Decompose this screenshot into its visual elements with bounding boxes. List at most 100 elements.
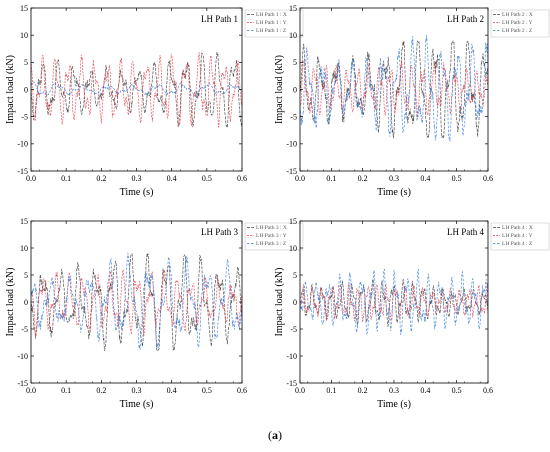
series-group: [31, 52, 242, 129]
plot-frame: [299, 7, 489, 172]
y-tick-label: 10: [289, 31, 297, 40]
x-tick-label: 0.3: [389, 386, 399, 395]
series-line-y: [300, 60, 488, 120]
y-tick-label: 5: [24, 58, 28, 67]
x-tick-label: 0.6: [483, 174, 493, 183]
legend-entry: LH Path 2 : Y: [502, 20, 533, 26]
legend-entry: LH Path 4 : X: [502, 225, 533, 231]
series-line-x: [31, 52, 242, 128]
figure-caption: (a): [268, 428, 282, 442]
x-tick-label: 0.2: [358, 174, 368, 183]
y-tick-label: 15: [289, 217, 297, 226]
legend-entry: LH Path 1 : Z: [256, 28, 287, 34]
legend-box: [244, 222, 304, 251]
y-axis-label: Impact load (kN): [274, 55, 285, 124]
x-tick-label: 0.1: [326, 386, 336, 395]
series-line-x: [300, 278, 488, 327]
y-axis-label: Impact load (kN): [5, 268, 16, 337]
series-group: [31, 252, 242, 352]
x-tick-label: 0.1: [61, 386, 71, 395]
x-axis-label: Time (s): [120, 399, 154, 410]
chart-panel-1: -15 -10 -5 0 5 10 15 0.0 0.1 0.2 0.3 0.4 0.5 0.6 Time …: [5, 4, 304, 198]
x-tick-label: 0.3: [132, 174, 142, 183]
legend-box: [244, 9, 304, 38]
y-tick-label: -5: [21, 325, 28, 334]
x-tick-label: 0.5: [202, 174, 212, 183]
y-tick-label: -15: [286, 167, 297, 176]
series-line-z: [300, 35, 488, 142]
x-tick-label: 0.2: [96, 386, 106, 395]
x-tick-label: 0.4: [167, 386, 177, 395]
y-tick-label: -15: [17, 379, 28, 388]
series-group: [300, 35, 488, 142]
y-axis-label: Impact load (kN): [5, 55, 16, 124]
y-tick-label: -10: [17, 140, 28, 149]
legend-entry: LH Path 2 : X: [502, 12, 533, 18]
y-tick-label: 10: [20, 244, 28, 253]
y-tick-label: -15: [17, 167, 28, 176]
plot-frame: [30, 220, 243, 384]
y-tick-label: 0: [293, 298, 297, 307]
legend-entry: LH Path 1 : Y: [256, 20, 287, 26]
x-tick-label: 0.5: [452, 174, 462, 183]
chart-title: LH Path 2: [447, 14, 484, 24]
x-tick-label: 0.5: [452, 386, 462, 395]
legend-box: [490, 9, 550, 38]
y-tick-label: 5: [24, 271, 28, 280]
y-tick-label: -10: [286, 140, 297, 149]
legend-entry: LH Path 3 : X: [256, 225, 287, 231]
y-tick-label: 0: [24, 85, 28, 94]
legend-entry: LH Path 3 : Z: [256, 241, 287, 247]
legend-box: [490, 222, 550, 251]
x-tick-label: 0.0: [26, 386, 36, 395]
x-tick-label: 0.6: [237, 386, 247, 395]
series-line-x: [31, 253, 242, 352]
series-line-z: [31, 252, 242, 350]
x-axis-label: Time (s): [377, 399, 411, 410]
series-line-z: [300, 268, 488, 336]
plot-frame: [30, 7, 243, 172]
chart-panel-2: -15 -10 -5 0 5 10 15 0.0 0.1 0.2 0.3 0.4 0.5 0.6 Time …: [274, 4, 550, 198]
chart-title: LH Path 4: [447, 227, 484, 237]
series-line-y: [300, 282, 488, 323]
x-tick-label: 0.1: [61, 174, 71, 183]
x-tick-label: 0.3: [389, 174, 399, 183]
y-tick-label: 0: [24, 298, 28, 307]
x-axis-label: Time (s): [120, 187, 154, 198]
series-line-y: [31, 269, 242, 338]
chart-panel-4: -15 -10 -5 0 5 10 15 0.0 0.1 0.2 0.3 0.4 0.5 0.6 Time …: [274, 217, 550, 410]
y-tick-label: -5: [290, 112, 297, 121]
x-tick-label: 0.5: [202, 386, 212, 395]
x-tick-label: 0.2: [358, 386, 368, 395]
y-tick-label: -10: [286, 352, 297, 361]
legend-entry: LH Path 3 : Y: [256, 233, 287, 239]
x-tick-label: 0.2: [96, 174, 106, 183]
y-tick-label: -5: [290, 325, 297, 334]
x-tick-label: 0.0: [295, 386, 305, 395]
y-tick-label: 5: [293, 271, 297, 280]
chart-title: LH Path 3: [201, 227, 238, 237]
legend-entry: LH Path 1 : X: [256, 12, 287, 18]
x-tick-label: 0.0: [295, 174, 305, 183]
x-tick-label: 0.4: [167, 174, 177, 183]
series-line-y: [31, 52, 242, 129]
chart-panel-3: -15 -10 -5 0 5 10 15 0.0 0.1 0.2 0.3 0.4 0.5 0.6 Time …: [5, 217, 304, 410]
y-tick-label: 15: [20, 217, 28, 226]
y-tick-label: -5: [21, 112, 28, 121]
y-tick-label: 0: [293, 85, 297, 94]
series-line-z: [31, 81, 242, 97]
x-tick-label: 0.4: [420, 386, 430, 395]
x-tick-label: 0.3: [132, 386, 142, 395]
plot-frame: [299, 220, 489, 384]
chart-title: LH Path 1: [201, 14, 238, 24]
legend-entry: LH Path 4 : Y: [502, 233, 533, 239]
y-tick-label: 15: [289, 4, 297, 13]
caption-label: a: [272, 428, 278, 442]
x-tick-label: 0.4: [420, 174, 430, 183]
x-tick-label: 0.0: [26, 174, 36, 183]
y-tick-label: 5: [293, 58, 297, 67]
x-tick-label: 0.6: [483, 386, 493, 395]
y-tick-label: -15: [286, 379, 297, 388]
series-group: [300, 268, 488, 336]
